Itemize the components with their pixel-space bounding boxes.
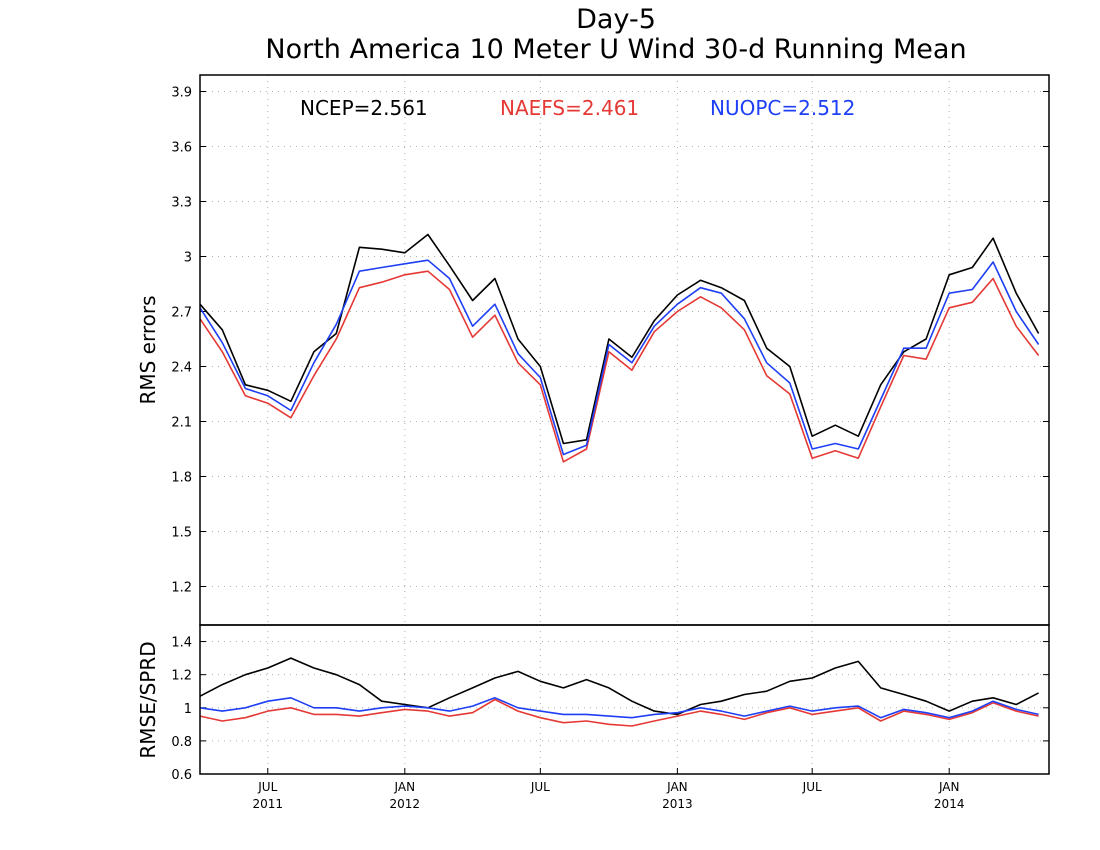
ratio-series-lines bbox=[199, 657, 1039, 727]
rms-y-axis: 1.2 1.5 1.8 2.1 2.4 2.7 3 3.3 3.6 3.9 bbox=[171, 86, 1049, 596]
x-tick-label: JUL bbox=[802, 780, 822, 794]
rms-ytick-label: 3.9 bbox=[171, 86, 192, 101]
ratio-grid bbox=[200, 625, 1049, 774]
ratio-panel-frame bbox=[199, 624, 1050, 775]
x-tick-label: JAN bbox=[938, 780, 960, 794]
rms-ytick-label: 3 bbox=[184, 251, 192, 266]
x-tick-label: JAN bbox=[666, 780, 688, 794]
ratio-line-ncep bbox=[199, 657, 1039, 716]
rms-panel-frame bbox=[199, 74, 1050, 626]
ratio-ytick-label: 0.8 bbox=[171, 735, 192, 750]
x-tick-label: JUL bbox=[530, 780, 550, 794]
rms-ytick-label: 2.7 bbox=[171, 306, 192, 321]
x-tick-year-label: 2011 bbox=[252, 797, 283, 811]
chart-legend: NCEP=2.561 NAEFS=2.461 NUOPC=2.512 bbox=[300, 96, 855, 120]
rms-line-naefs bbox=[199, 270, 1040, 463]
rms-line-nuopc bbox=[199, 259, 1040, 456]
rms-ytick-label: 3.6 bbox=[171, 141, 192, 156]
legend-item-nuopc: NUOPC=2.512 bbox=[710, 96, 855, 120]
x-tick-year-label: 2014 bbox=[934, 797, 965, 811]
rms-ytick-label: 1.2 bbox=[171, 581, 192, 596]
x-tick-label: JAN bbox=[394, 780, 416, 794]
ratio-ytick-label: 0.6 bbox=[171, 768, 192, 783]
rms-ytick-label: 3.3 bbox=[171, 196, 192, 211]
x-tick-year-label: 2012 bbox=[390, 797, 421, 811]
x-tick-label: JUL bbox=[257, 780, 277, 794]
ratio-ytick-label: 1.2 bbox=[171, 669, 192, 684]
ratio-line-naefs bbox=[199, 698, 1039, 727]
rms-line-ncep bbox=[199, 233, 1040, 445]
ratio-line-nuopc bbox=[199, 696, 1039, 719]
rms-y-axis-label: RMS errors bbox=[136, 295, 160, 404]
rms-ytick-label: 1.8 bbox=[171, 471, 192, 486]
chart-title: Day-5 bbox=[576, 4, 656, 35]
rms-ytick-label: 2.1 bbox=[171, 416, 192, 431]
x-tick-year-label: 2013 bbox=[662, 797, 693, 811]
rms-grid bbox=[200, 75, 1049, 625]
legend-item-naefs: NAEFS=2.461 bbox=[500, 96, 639, 120]
rms-series-lines bbox=[199, 233, 1040, 463]
rms-ytick-label: 1.5 bbox=[171, 526, 192, 541]
ratio-y-axis: 0.6 0.8 1 1.2 1.4 bbox=[171, 636, 1049, 783]
rms-ytick-label: 2.4 bbox=[171, 361, 192, 376]
rmse-sprd-panel: 0.6 0.8 1 1.2 1.4 RMSE/SPRD bbox=[136, 624, 1050, 783]
rms-errors-panel: 1.2 1.5 1.8 2.1 2.4 2.7 3 3.3 3.6 3.9 NCEP=2.561 … bbox=[136, 74, 1050, 626]
ratio-y-axis-label: RMSE/SPRD bbox=[136, 641, 160, 758]
chart-subtitle: North America 10 Meter U Wind 30-d Runni… bbox=[265, 34, 966, 65]
legend-item-ncep: NCEP=2.561 bbox=[300, 96, 428, 120]
x-axis: JUL 2011 JAN 2012 JUL JAN 2013 JUL JAN 2014 bbox=[252, 768, 964, 811]
ratio-ytick-label: 1.4 bbox=[171, 636, 192, 651]
ratio-ytick-label: 1 bbox=[184, 702, 192, 717]
